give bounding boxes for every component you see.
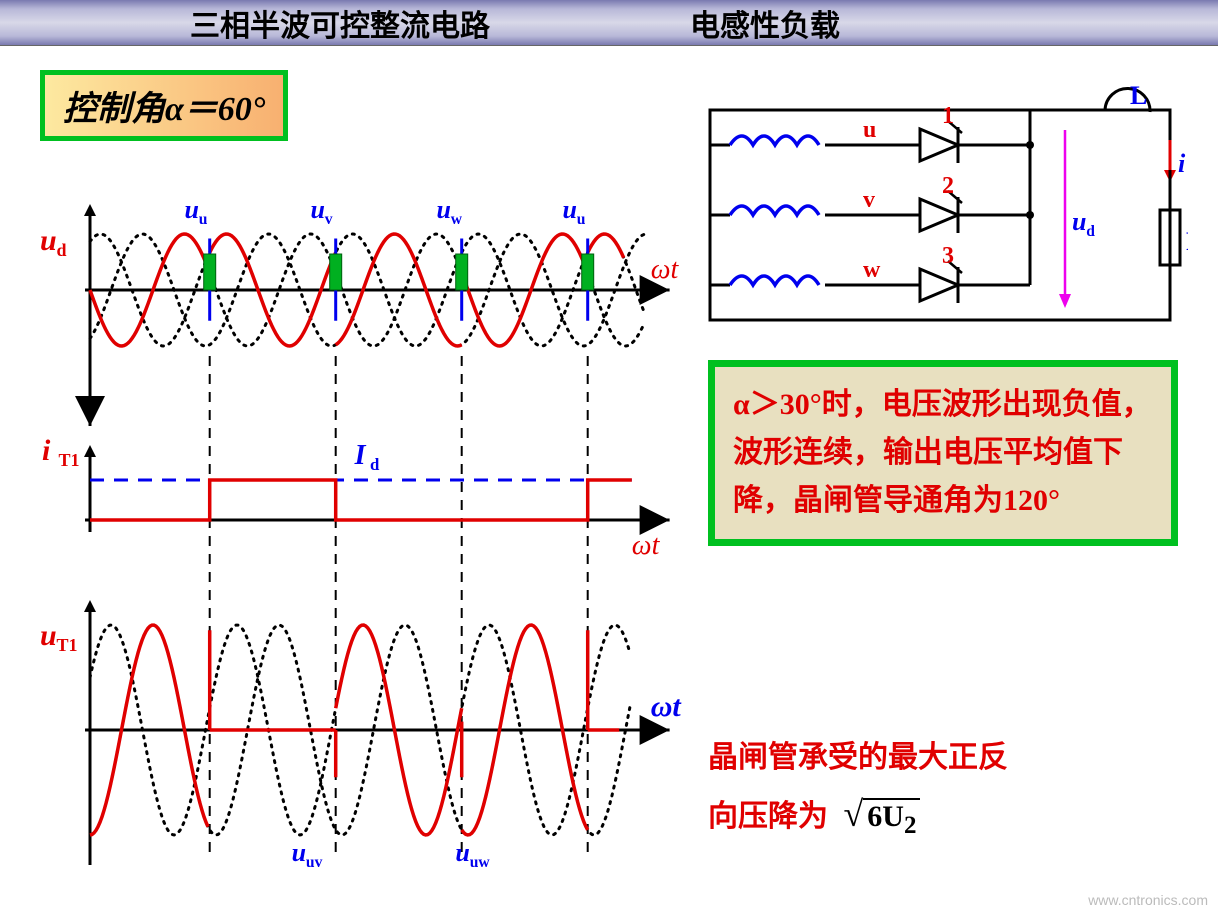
svg-text:w: w	[451, 211, 463, 228]
svg-text:I: I	[354, 440, 367, 471]
svg-text:3: 3	[942, 243, 954, 269]
svg-text:u: u	[863, 117, 876, 143]
svg-text:u: u	[1072, 207, 1086, 236]
sqrt-expr: √6U2	[844, 786, 921, 854]
info-box: α＞30°时，电压波形出现负值，波形连续，输出电压平均值下降，晶闸管导通角为12…	[708, 360, 1178, 546]
formula-line2: 向压降为	[708, 800, 828, 833]
svg-text:i: i	[1178, 149, 1186, 178]
header-title-left: 三相半波可控整流电路	[190, 1, 490, 45]
waveform-charts: ωtuuuvuwuuudωtiT1IdωtuT1uuvuuw	[30, 140, 710, 890]
svg-text:u: u	[455, 838, 469, 867]
svg-text:L: L	[1130, 81, 1147, 110]
formula-line1: 晶闸管承受的最大正反	[708, 741, 1008, 774]
svg-text:w: w	[863, 257, 881, 283]
svg-text:u: u	[577, 211, 586, 228]
svg-text:1: 1	[942, 103, 954, 129]
svg-text:R: R	[1186, 227, 1188, 256]
svg-text:uv: uv	[306, 854, 323, 871]
header-bar: 三相半波可控整流电路 电感性负载	[0, 0, 1218, 46]
svg-text:T1: T1	[57, 635, 78, 655]
circuit-diagram: u1v2w3LidRud	[698, 80, 1188, 340]
svg-text:u: u	[563, 195, 577, 224]
svg-text:u: u	[40, 224, 57, 257]
svg-text:u: u	[199, 211, 208, 228]
svg-text:u: u	[311, 195, 325, 224]
svg-text:d: d	[370, 455, 380, 474]
svg-text:d: d	[1086, 223, 1095, 240]
svg-text:i: i	[42, 434, 51, 467]
svg-text:d: d	[57, 240, 67, 260]
svg-text:u: u	[292, 838, 306, 867]
header-title-right: 电感性负载	[690, 1, 840, 45]
svg-text:u: u	[40, 619, 57, 652]
svg-text:ωt: ωt	[651, 690, 683, 723]
svg-text:u: u	[437, 195, 451, 224]
svg-text:u: u	[185, 195, 199, 224]
control-angle-box: 控制角α＝60°	[40, 70, 288, 141]
svg-text:uw: uw	[470, 854, 491, 871]
max-voltage-formula: 晶闸管承受的最大正反 向压降为 √6U2	[708, 730, 1158, 854]
svg-text:v: v	[325, 211, 333, 228]
svg-text:ωt: ωt	[632, 530, 661, 561]
svg-text:2: 2	[942, 173, 954, 199]
svg-text:ωt: ωt	[651, 254, 680, 285]
watermark: www.cntronics.com	[1088, 892, 1208, 908]
svg-text:v: v	[863, 187, 875, 213]
svg-text:T1: T1	[59, 450, 80, 470]
